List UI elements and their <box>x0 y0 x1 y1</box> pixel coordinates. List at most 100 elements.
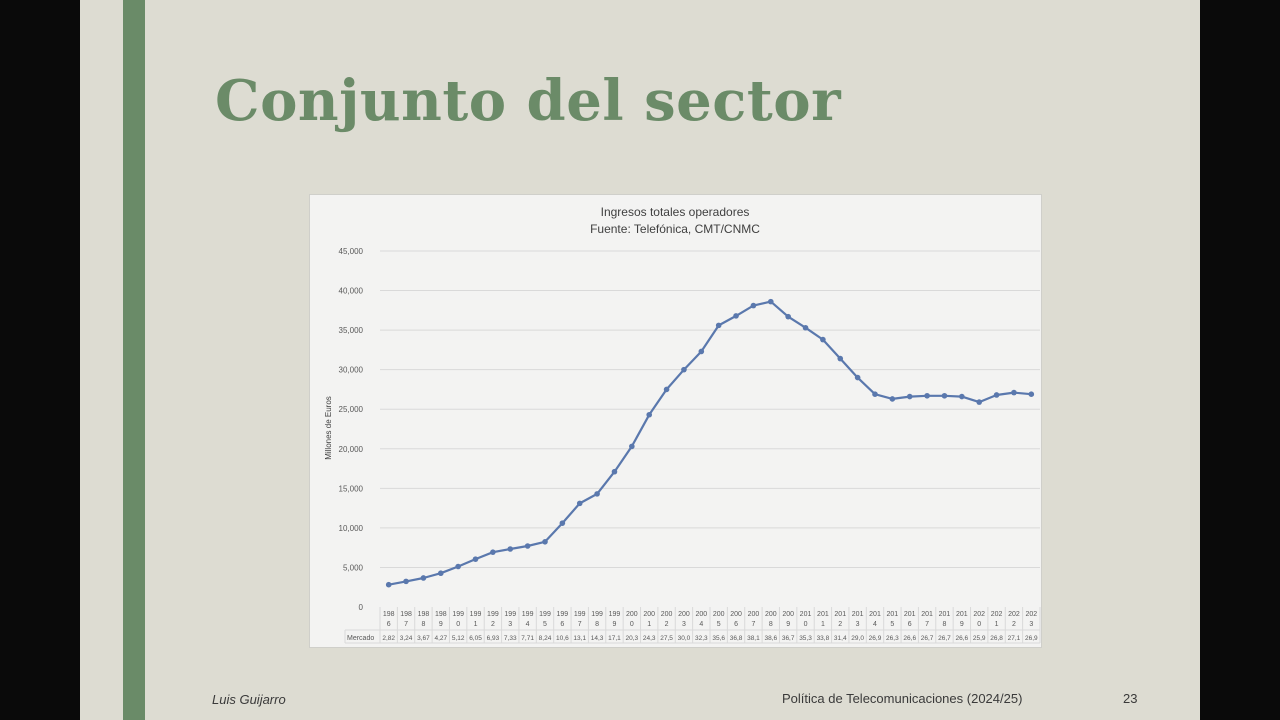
x-tick-label: 201 3 <box>852 611 864 628</box>
table-value: 25,9 <box>973 635 986 642</box>
y-tick-label: 30,000 <box>339 366 364 375</box>
x-tick-label: 199 6 <box>557 611 569 628</box>
data-point <box>1028 391 1035 397</box>
slide-title: Conjunto del sector <box>215 68 842 134</box>
table-value: 4,27 <box>434 635 447 642</box>
x-tick-label: 199 9 <box>609 611 621 628</box>
table-value: 29,0 <box>851 635 864 642</box>
table-value: 14,3 <box>591 635 604 642</box>
data-point <box>490 549 496 555</box>
x-tick-label: 202 2 <box>1008 611 1020 628</box>
data-point <box>681 366 687 373</box>
x-tick-label: 200 7 <box>748 611 760 628</box>
x-tick-label: 200 6 <box>730 611 742 628</box>
chart-container: Ingresos totales operadores Fuente: Tele… <box>309 194 1042 648</box>
table-value: 26,9 <box>1025 635 1038 642</box>
table-value: 10,6 <box>556 635 569 642</box>
data-point <box>385 581 392 588</box>
data-point <box>993 392 1000 398</box>
x-tick-label: 200 9 <box>782 611 794 628</box>
data-point <box>924 392 930 399</box>
table-value: 38,1 <box>747 635 760 642</box>
y-tick-label: 35,000 <box>339 326 364 335</box>
data-point <box>785 313 791 320</box>
data-point <box>455 563 461 570</box>
table-value: 27,1 <box>1008 635 1021 642</box>
data-point <box>629 443 635 450</box>
data-point <box>854 374 861 381</box>
y-tick-label: 5,000 <box>343 563 364 572</box>
x-tick-label: 199 4 <box>522 611 534 628</box>
series-line-mercado <box>388 300 1032 586</box>
table-value: 38,6 <box>764 635 777 642</box>
y-tick-label: 10,000 <box>339 524 364 533</box>
footer-course: Política de Telecomunicaciones (2024/25) <box>782 691 1023 706</box>
table-value: 7,71 <box>521 635 534 642</box>
x-tick-label: 201 9 <box>956 611 968 628</box>
x-tick-label: 200 3 <box>678 611 690 628</box>
data-point <box>802 324 809 331</box>
data-point <box>976 399 983 405</box>
x-tick-label: 199 0 <box>452 611 464 628</box>
table-value: 32,3 <box>695 635 708 642</box>
data-point <box>524 543 531 549</box>
y-axis-label: Millones de Euros <box>324 396 333 460</box>
line-chart: Ingresos totales operadores Fuente: Tele… <box>324 205 1041 644</box>
table-value: 26,3 <box>886 635 899 642</box>
chart-subtitle: Fuente: Telefónica, CMT/CNMC <box>590 222 760 236</box>
data-point <box>1011 389 1017 396</box>
x-tick-label: 200 5 <box>713 611 725 628</box>
table-value: 31,4 <box>834 635 847 642</box>
table-value: 26,7 <box>938 635 951 642</box>
x-tick-label: 201 1 <box>817 611 829 628</box>
x-tick-label: 201 5 <box>887 611 899 628</box>
x-tick-label: 201 7 <box>921 611 933 628</box>
data-point <box>437 570 444 577</box>
data-point <box>507 546 514 552</box>
table-value: 30,0 <box>678 635 691 642</box>
x-tick-label: 199 2 <box>487 611 499 628</box>
table-value: 17,1 <box>608 635 621 642</box>
data-point <box>472 556 479 562</box>
data-point <box>420 575 427 581</box>
table-value: 26,9 <box>869 635 882 642</box>
chart-title: Ingresos totales operadores <box>601 205 750 219</box>
table-value: 36,7 <box>782 635 795 642</box>
x-tick-label: 200 0 <box>626 611 638 628</box>
y-tick-label: 25,000 <box>339 405 364 414</box>
x-tick-label: 200 4 <box>695 611 707 628</box>
data-point <box>611 468 618 475</box>
table-value: 26,6 <box>903 635 916 642</box>
data-point <box>767 298 774 305</box>
data-point <box>837 355 844 362</box>
x-tick-label: 198 8 <box>418 611 430 628</box>
table-value: 36,8 <box>730 635 743 642</box>
table-value: 33,8 <box>817 635 830 642</box>
x-tick-label: 198 9 <box>435 611 447 628</box>
y-tick-label: 45,000 <box>339 247 364 256</box>
slide: Conjunto del sector Ingresos totales ope… <box>80 0 1200 720</box>
data-point <box>576 500 583 507</box>
footer-author: Luis Guijarro <box>212 692 286 707</box>
x-tick-label: 198 7 <box>400 611 412 628</box>
x-tick-label: 200 2 <box>661 611 673 628</box>
table-value: 26,6 <box>956 635 969 642</box>
x-tick-label: 199 1 <box>470 611 482 628</box>
x-tick-label: 199 3 <box>504 611 516 628</box>
table-value: 2,82 <box>382 635 395 642</box>
x-tick-label: 201 6 <box>904 611 916 628</box>
y-tick-label: 20,000 <box>339 445 364 454</box>
table-row-label: Mercado <box>347 635 374 642</box>
data-point <box>820 336 826 343</box>
x-tick-label: 202 0 <box>973 611 985 628</box>
data-point <box>750 302 757 309</box>
accent-stripe <box>123 0 145 720</box>
y-tick-label: 0 <box>359 603 364 612</box>
x-tick-label: 201 2 <box>834 611 846 628</box>
data-point <box>889 396 896 402</box>
page-number: 23 <box>1123 691 1138 706</box>
table-value: 26,7 <box>921 635 934 642</box>
data-point <box>941 392 948 399</box>
table-value: 35,3 <box>799 635 812 642</box>
table-value: 3,67 <box>417 635 430 642</box>
